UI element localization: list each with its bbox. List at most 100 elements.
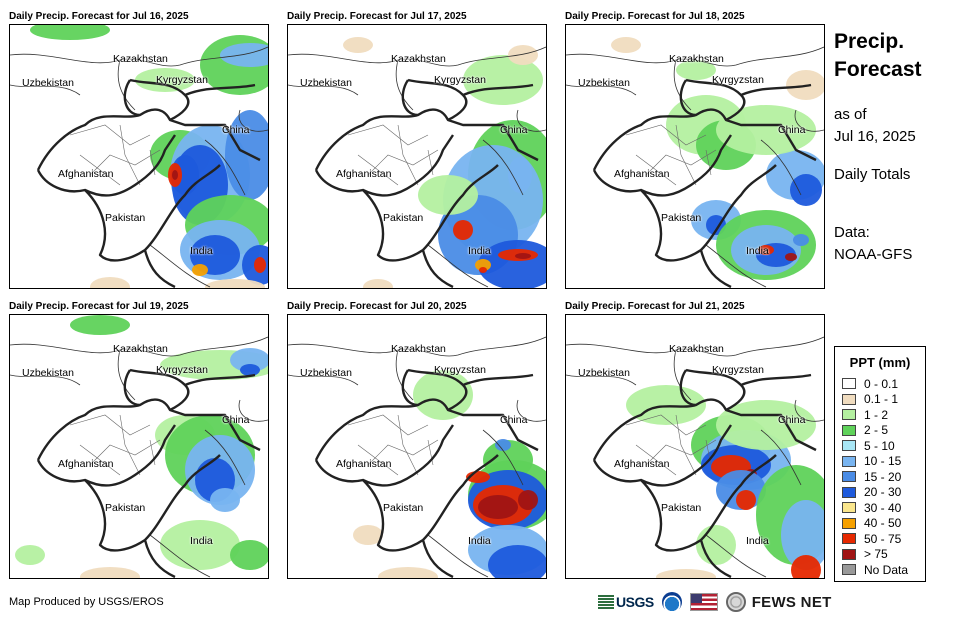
- data-line2: NOAA-GFS: [834, 246, 913, 263]
- legend-item: 30 - 40: [835, 500, 925, 516]
- china-label: China: [222, 414, 250, 426]
- legend-item: 15 - 20: [835, 469, 925, 485]
- forecast-panel-jul17: Daily Precip. Forecast for Jul 17, 2025 …: [287, 10, 547, 289]
- province-boundaries: [347, 124, 439, 186]
- neighbor-borders: [566, 336, 824, 578]
- usgs-mark-icon: [598, 595, 614, 609]
- map-credit: Map Produced by USGS/EROS: [9, 596, 164, 608]
- neighbor-borders: [288, 336, 546, 578]
- pakistan-label: Pakistan: [661, 212, 702, 224]
- legend-swatch: [842, 486, 856, 498]
- kyrgyzstan-label: Kyrgyzstan: [712, 364, 764, 376]
- legend-label: 20 - 30: [864, 485, 902, 500]
- precip-area: [518, 490, 538, 510]
- afghanistan-label: Afghanistan: [614, 458, 670, 470]
- uzbekistan-label: Uzbekistan: [22, 367, 74, 379]
- afghanistan-label: Afghanistan: [336, 458, 392, 470]
- precip-area: [353, 525, 383, 545]
- uzbekistan-label: Uzbekistan: [578, 367, 630, 379]
- usgs-logo: USGS: [598, 594, 654, 610]
- side-title-line1: Precip.: [834, 30, 905, 53]
- legend-swatch: [842, 517, 856, 529]
- uzbekistan-label: Uzbekistan: [22, 77, 74, 89]
- uzbekistan-label: Uzbekistan: [300, 77, 352, 89]
- kazakhstan-label: Kazakhstan: [669, 53, 724, 65]
- province-boundaries: [69, 124, 161, 186]
- legend-item: 1 - 2: [835, 407, 925, 423]
- legend-swatch: [842, 533, 856, 545]
- province-boundaries: [347, 414, 439, 476]
- forecast-panel-jul16: Daily Precip. Forecast for Jul 16, 2025 …: [9, 10, 269, 289]
- us-flag-icon: [689, 593, 718, 611]
- focus-country-borders: [314, 78, 539, 288]
- kyrgyzstan-label: Kyrgyzstan: [156, 74, 208, 86]
- focus-country-borders: [314, 368, 539, 578]
- uzbekistan-label: Uzbekistan: [300, 367, 352, 379]
- legend-title: PPT (mm): [849, 355, 911, 370]
- india-label: India: [190, 245, 213, 257]
- precip-area: [463, 55, 543, 105]
- map-canvas: [566, 37, 824, 288]
- precip-area: [230, 348, 268, 372]
- focus-country-borders: [592, 368, 817, 578]
- precip-area: [413, 370, 473, 420]
- legend-swatch: [842, 502, 856, 514]
- india-label: India: [746, 535, 769, 547]
- legend-item: 0 - 0.1: [835, 376, 925, 392]
- forecast-panel-jul21: Daily Precip. Forecast for Jul 21, 2025 …: [565, 300, 825, 579]
- precip-area: [793, 234, 809, 246]
- legend-label: 40 - 50: [864, 516, 902, 531]
- forecast-panel-jul20: Daily Precip. Forecast for Jul 20, 2025 …: [287, 300, 547, 579]
- precip-area: [343, 37, 373, 53]
- legend-swatch: [842, 471, 856, 483]
- legend-label: 1 - 2: [864, 407, 889, 422]
- precip-map: Kazakhstan Uzbekistan Kyrgyzstan China Afgha…: [287, 314, 547, 579]
- kyrgyzstan-label: Kyrgyzstan: [156, 364, 208, 376]
- focus-country-borders: [36, 368, 261, 578]
- precip-area: [791, 555, 821, 578]
- precip-field: [353, 370, 546, 578]
- precip-area: [676, 60, 716, 80]
- neighbor-borders: [288, 46, 546, 288]
- legend-label: 5 - 10: [864, 438, 895, 453]
- precip-area: [70, 315, 130, 335]
- data-line1: Data:: [834, 224, 870, 241]
- precip-area: [363, 279, 393, 288]
- precip-field: [611, 37, 824, 280]
- china-label: China: [222, 124, 250, 136]
- precip-map: Kazakhstan Uzbekistan Kyrgyzstan China Afgha…: [565, 314, 825, 579]
- legend-item: 40 - 50: [835, 516, 925, 532]
- precip-map: Kazakhstan Uzbekistan Kyrgyzstan China Afgha…: [9, 24, 269, 289]
- kazakhstan-label: Kazakhstan: [113, 53, 168, 65]
- afghanistan-label: Afghanistan: [58, 458, 114, 470]
- precip-area: [205, 279, 265, 288]
- legend-item: > 75: [835, 547, 925, 563]
- kazakhstan-label: Kazakhstan: [391, 53, 446, 65]
- legend-item: 5 - 10: [835, 438, 925, 454]
- india-label: India: [468, 245, 491, 257]
- precip-area: [736, 490, 756, 510]
- precip-area: [135, 68, 195, 92]
- legend-swatch: [842, 564, 856, 576]
- pakistan-label: Pakistan: [383, 502, 424, 514]
- legend-swatch: [842, 548, 856, 560]
- precip-area: [453, 220, 473, 240]
- legend-label: No Data: [864, 562, 909, 577]
- precip-area: [160, 520, 240, 570]
- usgs-text: USGS: [616, 594, 654, 610]
- legend-item: 10 - 15: [835, 454, 925, 470]
- state-dept-seal-icon: [725, 592, 746, 612]
- precip-area: [192, 264, 208, 276]
- kazakhstan-label: Kazakhstan: [113, 343, 168, 355]
- legend-item: 0.1 - 1: [835, 392, 925, 408]
- precip-area: [475, 259, 491, 271]
- legend-label: 10 - 15: [864, 454, 902, 469]
- precip-area: [781, 500, 824, 570]
- focus-country-borders: [592, 78, 817, 288]
- map-canvas: [10, 315, 268, 578]
- afghanistan-label: Afghanistan: [614, 168, 670, 180]
- map-canvas: [288, 336, 546, 578]
- kyrgyzstan-label: Kyrgyzstan: [712, 74, 764, 86]
- legend-label: 0 - 0.1: [864, 376, 899, 391]
